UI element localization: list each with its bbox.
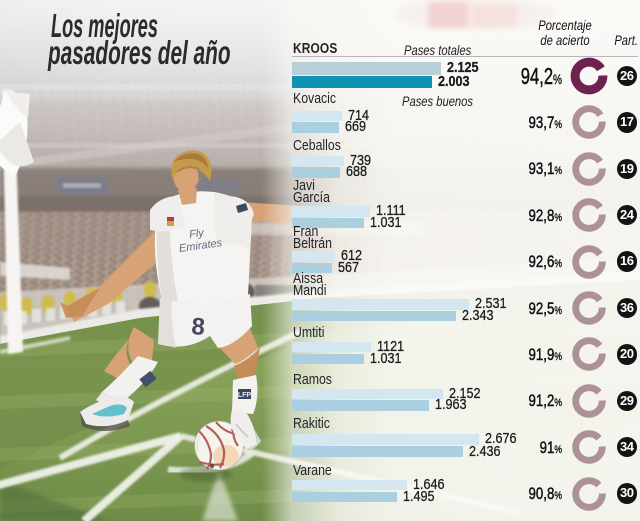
svg-text:Fly: Fly [188, 227, 206, 241]
svg-text:8: 8 [191, 313, 206, 341]
svg-text:LFP: LFP [238, 392, 252, 399]
